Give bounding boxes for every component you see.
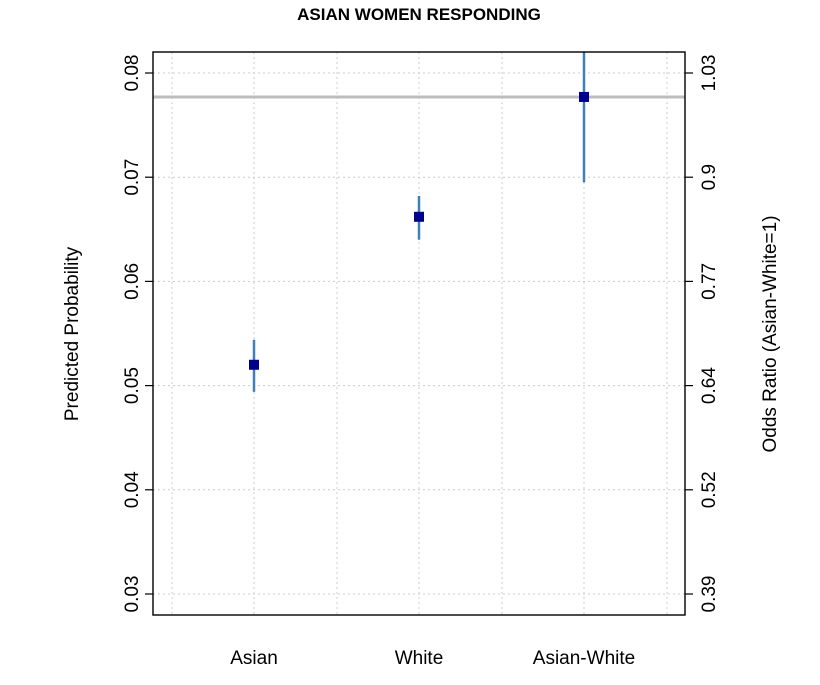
plot-frame: [152, 51, 686, 616]
x-category-label: Asian-White: [533, 648, 635, 669]
y-tick-label: 0.06: [122, 263, 143, 300]
y-tick-label: 0.03: [122, 576, 143, 613]
right-axis: 0.39 0.52 0.64 0.77 0.9 1.03: [685, 55, 720, 613]
data-point: [249, 359, 259, 370]
y2-tick-label: 0.64: [699, 367, 720, 404]
y-tick-label: 0.07: [122, 159, 143, 196]
grid: [153, 52, 685, 615]
y2-tick-label: 0.9: [699, 164, 720, 190]
data-layer: [249, 52, 589, 392]
y-tick-label: 0.08: [122, 55, 143, 92]
y2-tick-label: 1.03: [699, 55, 720, 92]
y2-tick-label: 0.77: [699, 263, 720, 300]
chart-title: ASIAN WOMEN RESPONDING: [297, 5, 541, 24]
x-category-label: White: [395, 648, 444, 669]
data-point: [579, 91, 589, 102]
y-tick-label: 0.05: [122, 367, 143, 404]
left-axis: 0.03 0.04 0.05 0.06 0.07 0.08: [122, 55, 153, 613]
y2-axis-label: Odds Ratio (Asian-White=1): [760, 215, 781, 452]
y2-tick-label: 0.52: [699, 471, 720, 508]
x-axis: Asian White Asian-White: [230, 648, 635, 669]
y2-tick-label: 0.39: [699, 576, 720, 613]
data-point: [414, 211, 424, 222]
y-tick-label: 0.04: [122, 471, 143, 508]
x-category-label: Asian: [230, 648, 278, 669]
y-axis-label: Predicted Probability: [62, 246, 83, 421]
